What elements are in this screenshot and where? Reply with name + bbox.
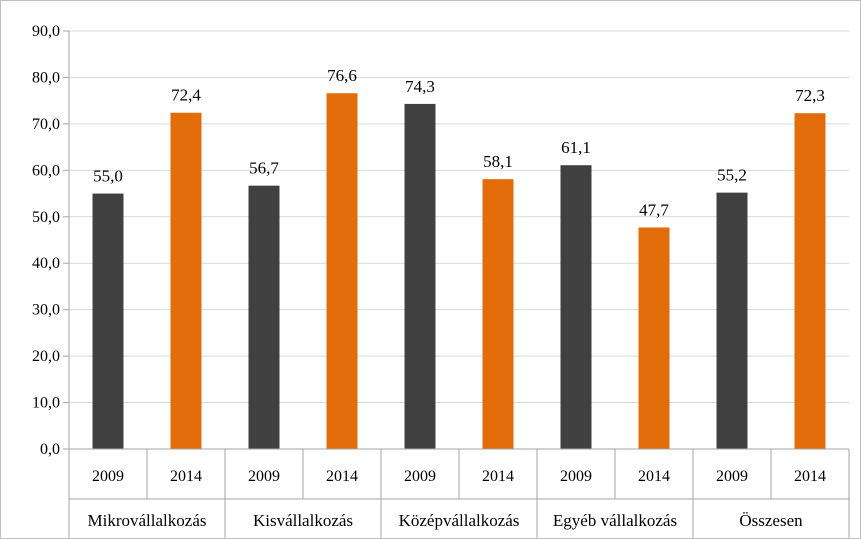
y-tick-label: 30,0 (32, 302, 60, 319)
y-tick-label: 40,0 (32, 255, 60, 272)
y-tick-label: 80,0 (32, 69, 60, 86)
x-tick-label: 2014 (482, 468, 514, 485)
axes: 0,0 10,0 20,0 30,0 40,0 50,0 60,0 70,0 80,0 90,0 2… (32, 23, 850, 538)
group-label: Kisvállalkozás (253, 511, 353, 530)
data-label: 56,7 (249, 159, 279, 178)
group-label: Egyéb vállalkozás (553, 511, 677, 530)
data-label: 74,3 (405, 77, 435, 96)
x-tick-label: 2014 (794, 468, 826, 485)
bar-2014 (326, 93, 358, 449)
x-tick-label: 2014 (638, 468, 670, 485)
x-tick-label: 2009 (248, 468, 280, 485)
data-label: 72,4 (171, 86, 201, 105)
bar-2009 (248, 185, 280, 449)
y-tick-label: 20,0 (32, 348, 60, 365)
y-tick-label: 50,0 (32, 209, 60, 226)
bar-2014 (638, 227, 670, 449)
data-label: 76,6 (327, 66, 357, 85)
y-tick-label: 10,0 (32, 395, 60, 412)
data-labels: 55,0 72,4 56,7 76,6 74,3 58,1 61,1 47,7 55,2 72,3 (93, 66, 825, 219)
y-tick-label: 70,0 (32, 116, 60, 133)
bar-2014 (794, 113, 826, 449)
bar-2014 (170, 112, 202, 450)
x-tick-label: 2009 (716, 468, 748, 485)
x-tick-label: 2014 (326, 468, 358, 485)
y-tick-label: 60,0 (32, 162, 60, 179)
data-label: 72,3 (795, 86, 825, 105)
x-tick-label: 2014 (170, 468, 202, 485)
group-label: Összesen (739, 511, 803, 530)
y-tick-label: 0,0 (40, 441, 60, 458)
data-label: 47,7 (639, 200, 669, 219)
group-label: Mikrovállalkozás (88, 511, 207, 530)
x-tick-label: 2009 (92, 468, 124, 485)
y-tick-label: 90,0 (32, 23, 60, 40)
bar-2014 (482, 179, 514, 449)
group-label: Középvállalkozás (399, 511, 520, 530)
bars (92, 93, 826, 450)
data-label: 55,2 (717, 166, 747, 185)
bar-2009 (716, 192, 748, 450)
bar-2009 (560, 165, 592, 450)
bar-2009 (404, 103, 436, 449)
x-tick-label: 2009 (560, 468, 592, 485)
data-label: 55,0 (93, 167, 123, 186)
bar-2009 (92, 193, 124, 449)
x-tick-label: 2009 (404, 468, 436, 485)
data-label: 61,1 (561, 138, 591, 157)
data-label: 58,1 (483, 152, 513, 171)
